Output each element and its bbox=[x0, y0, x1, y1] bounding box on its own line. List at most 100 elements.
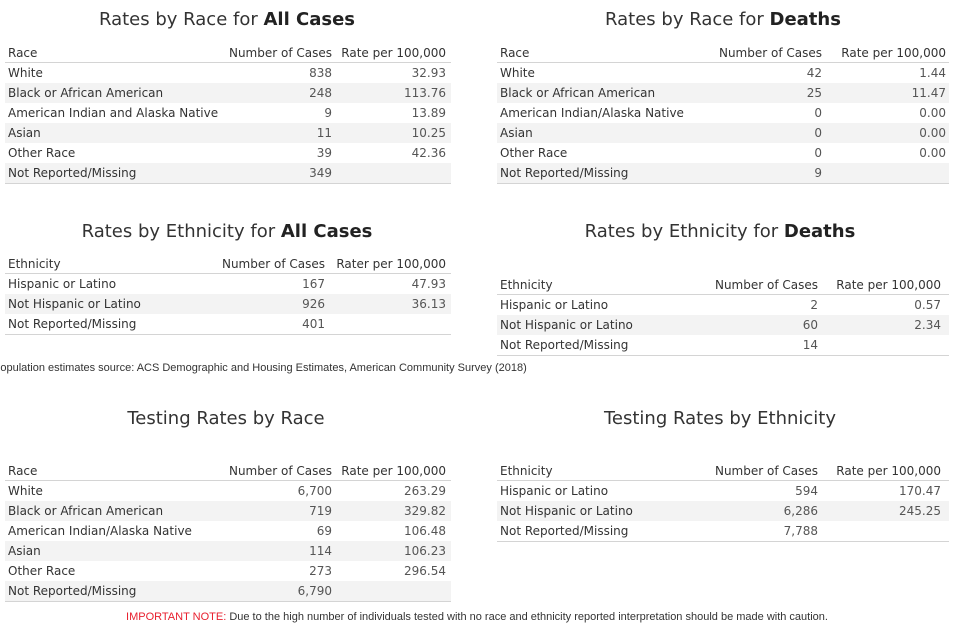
header-row: Race Number of Cases Rate per 100,000 bbox=[497, 44, 949, 63]
table-row: American Indian and Alaska Native 9 13.89 bbox=[5, 103, 451, 123]
rate-value: 11.47 bbox=[911, 86, 946, 100]
table-row: American Indian/Alaska Native 0 0.00 bbox=[497, 103, 949, 123]
row-label: Not Hispanic or Latino bbox=[500, 318, 633, 332]
column-header: Race bbox=[500, 46, 530, 60]
column-header: Number of Cases bbox=[221, 257, 325, 271]
table-row: Not Hispanic or Latino 6,286 245.25 bbox=[497, 501, 949, 521]
cases-value: 248 bbox=[309, 86, 332, 100]
rate-value: 296.54 bbox=[404, 564, 446, 578]
cases-value: 6,700 bbox=[297, 484, 332, 498]
rate-value: 329.82 bbox=[404, 504, 446, 518]
table-row: Black or African American 25 11.47 bbox=[497, 83, 949, 103]
rate-value: 10.25 bbox=[411, 126, 446, 140]
column-header: Number of Cases bbox=[228, 46, 332, 60]
row-label: Other Race bbox=[8, 146, 76, 160]
rate-value: 170.47 bbox=[899, 484, 941, 498]
eth-deaths-title: Rates by Ethnicity for Deaths bbox=[470, 221, 954, 242]
rate-value: 1.44 bbox=[919, 66, 946, 80]
race-deaths-table: Race Number of Cases Rate per 100,000 White… bbox=[497, 44, 949, 184]
population-source-note: Population estimates source: ACS Demogra… bbox=[0, 362, 527, 374]
table-row: Not Reported/Missing 14 bbox=[497, 335, 949, 356]
table-row: Other Race 39 42.36 bbox=[5, 143, 451, 163]
table-row: Other Race 0 0.00 bbox=[497, 143, 949, 163]
test-eth-title: Testing Rates by Ethnicity bbox=[470, 408, 954, 429]
cases-value: 719 bbox=[309, 504, 332, 518]
row-label: Asian bbox=[8, 544, 41, 558]
column-header: Number of Cases bbox=[714, 278, 818, 292]
table-row: Not Hispanic or Latino 60 2.34 bbox=[497, 315, 949, 335]
rate-value: 2.34 bbox=[914, 318, 941, 332]
cases-value: 39 bbox=[316, 146, 332, 160]
title-text: Rates by Ethnicity for bbox=[81, 221, 281, 242]
title-emphasis: Deaths bbox=[769, 9, 841, 30]
column-header: Ethnicity bbox=[500, 464, 553, 478]
important-note-label: IMPORTANT NOTE: bbox=[126, 611, 227, 623]
table-row: Asian 0 0.00 bbox=[497, 123, 949, 143]
important-note-text: Due to the high number of individuals te… bbox=[226, 611, 828, 623]
column-header: Number of Cases bbox=[714, 464, 818, 478]
row-label: White bbox=[500, 66, 535, 80]
cases-value: 926 bbox=[302, 297, 325, 311]
table-row: Asian 114 106.23 bbox=[5, 541, 451, 561]
row-label: American Indian/Alaska Native bbox=[500, 106, 684, 120]
rate-value: 106.23 bbox=[404, 544, 446, 558]
eth-cases-table: Ethnicity Number of Cases Rater per 100,00… bbox=[5, 255, 451, 335]
row-label: Hispanic or Latino bbox=[500, 484, 609, 498]
column-header: Rate per 100,000 bbox=[341, 464, 446, 478]
header-row: Race Number of Cases Rate per 100,000 bbox=[5, 44, 451, 63]
test-eth-table: Ethnicity Number of Cases Rate per 100,000… bbox=[497, 462, 949, 542]
race-deaths-title: Rates by Race for Deaths bbox=[473, 9, 954, 30]
eth-deaths-table: Ethnicity Number of Cases Rate per 100,000… bbox=[497, 276, 949, 356]
rate-value: 263.29 bbox=[404, 484, 446, 498]
cases-value: 69 bbox=[316, 524, 332, 538]
rate-value: 0.00 bbox=[919, 126, 946, 140]
rate-value: 0.00 bbox=[919, 106, 946, 120]
table-row: American Indian/Alaska Native 69 106.48 bbox=[5, 521, 451, 541]
row-label: Asian bbox=[500, 126, 533, 140]
column-header: Ethnicity bbox=[8, 257, 61, 271]
cases-value: 42 bbox=[806, 66, 822, 80]
column-header: Rate per 100,000 bbox=[836, 464, 941, 478]
column-header: Rate per 100,000 bbox=[836, 278, 941, 292]
table-row: Hispanic or Latino 167 47.93 bbox=[5, 274, 451, 294]
row-label: Asian bbox=[8, 126, 41, 140]
title-text: Rates by Ethnicity for bbox=[584, 221, 784, 242]
cases-value: 25 bbox=[806, 86, 822, 100]
title-emphasis: All Cases bbox=[263, 9, 355, 30]
cases-value: 0 bbox=[814, 146, 822, 160]
cases-value: 349 bbox=[309, 166, 332, 180]
table-row: White 838 32.93 bbox=[5, 63, 451, 83]
cases-value: 273 bbox=[309, 564, 332, 578]
row-label: American Indian and Alaska Native bbox=[8, 106, 219, 120]
test-race-title: Testing Rates by Race bbox=[0, 408, 476, 429]
cases-value: 401 bbox=[302, 317, 325, 331]
table-row: Not Reported/Missing 6,790 bbox=[5, 581, 451, 602]
row-label: Hispanic or Latino bbox=[8, 277, 117, 291]
title-text: Rates by Race for bbox=[98, 9, 264, 30]
row-label: White bbox=[8, 484, 43, 498]
table-row: Hispanic or Latino 594 170.47 bbox=[497, 481, 949, 501]
cases-value: 6,790 bbox=[297, 584, 332, 598]
column-header: Race bbox=[8, 46, 38, 60]
table-row: White 6,700 263.29 bbox=[5, 481, 451, 501]
title-text: Testing Rates by Race bbox=[127, 408, 325, 429]
rate-value: 106.48 bbox=[404, 524, 446, 538]
table-row: Not Reported/Missing 7,788 bbox=[497, 521, 949, 542]
rate-value: 0.57 bbox=[914, 298, 941, 312]
rate-value: 113.76 bbox=[404, 86, 446, 100]
row-label: Black or African American bbox=[8, 86, 164, 100]
cases-value: 11 bbox=[316, 126, 332, 140]
rate-value: 245.25 bbox=[899, 504, 941, 518]
row-label: Not Hispanic or Latino bbox=[500, 504, 633, 518]
row-label: Not Reported/Missing bbox=[8, 166, 137, 180]
cases-value: 9 bbox=[324, 106, 332, 120]
column-header: Rate per 100,000 bbox=[841, 46, 946, 60]
cases-value: 7,788 bbox=[783, 524, 818, 538]
row-label: Black or African American bbox=[8, 504, 164, 518]
important-note: IMPORTANT NOTE: Due to the high number o… bbox=[0, 611, 954, 623]
table-row: Hispanic or Latino 2 0.57 bbox=[497, 295, 949, 315]
row-label: Not Reported/Missing bbox=[500, 338, 629, 352]
row-label: Not Reported/Missing bbox=[8, 584, 137, 598]
column-header: Number of Cases bbox=[718, 46, 822, 60]
row-label: Not Hispanic or Latino bbox=[8, 297, 141, 311]
